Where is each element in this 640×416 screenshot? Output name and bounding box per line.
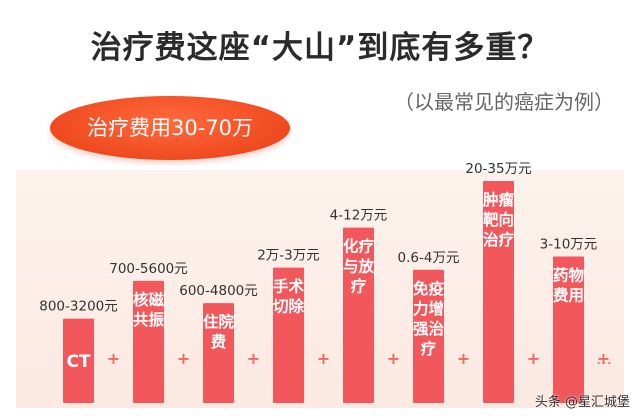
- bar-range-label: 3-10万元: [540, 236, 598, 252]
- bar-category-label: 化疗: [343, 237, 375, 256]
- bar: [203, 303, 234, 403]
- bar-category-label: 切除: [273, 297, 305, 316]
- bar-category-label: CT: [66, 352, 90, 372]
- bar: [343, 227, 374, 403]
- bar-range-label: 600-4800元: [179, 283, 258, 299]
- bar-category-label: 与放: [343, 257, 375, 276]
- plus-sign: +: [177, 349, 190, 368]
- bar-category-label: 强治: [413, 319, 445, 338]
- bar-category-label: 疗: [351, 277, 367, 296]
- bar-category-label: 肿瘤: [483, 190, 515, 209]
- bar-range-label: 20-35万元: [465, 161, 531, 177]
- bar-group: 800-3200元 CT +: [39, 299, 120, 403]
- bar-category-label: 疗: [421, 339, 437, 358]
- bar: [133, 280, 164, 403]
- bar-category-label: 费: [211, 332, 227, 351]
- bar-range-label: 2万-3万元: [257, 248, 320, 264]
- plus-sign: +: [387, 349, 400, 368]
- bar-range-label: 0.6-4万元: [398, 250, 460, 266]
- bar-category-label: 靶向: [483, 210, 514, 229]
- plus-sign: +: [317, 349, 330, 368]
- bar-category-label: 住院: [203, 312, 235, 331]
- bar: [553, 256, 584, 403]
- bar: [483, 181, 514, 403]
- bar-category-label: 药物: [553, 265, 585, 284]
- plus-sign: +: [527, 349, 540, 368]
- bar: [413, 269, 444, 403]
- plus-sign: +: [597, 349, 610, 368]
- total-cost-badge: 治疗费用30-70万: [50, 96, 290, 160]
- watermark: 头条 @星汇城堡: [534, 395, 630, 410]
- bar-category-label: 费用: [553, 285, 584, 304]
- ellipsis-mark: …: [596, 349, 612, 368]
- plus-sign: +: [457, 349, 470, 368]
- bar-category-label: 力增: [413, 299, 444, 318]
- bar-range-label: 700-5600元: [109, 261, 188, 277]
- bar-category-label: 核磁: [133, 290, 165, 309]
- page-title: 治疗费这座“大山”到底有多重？: [90, 30, 550, 66]
- bar: [273, 267, 304, 403]
- bar-category-label: 治疗: [483, 230, 515, 249]
- bar-category-label: 手术: [273, 277, 305, 296]
- plus-sign: +: [107, 349, 120, 368]
- bar-category-label: 共振: [133, 310, 165, 329]
- chart-panel: [16, 170, 624, 408]
- bar-range-label: 800-3200元: [39, 299, 118, 315]
- subtitle: （以最常见的癌症为例）: [394, 90, 614, 114]
- bar: [63, 318, 94, 403]
- bar-range-label: 4-12万元: [330, 208, 388, 224]
- bar-category-label: 免疫: [413, 279, 445, 298]
- plus-sign: +: [247, 349, 260, 368]
